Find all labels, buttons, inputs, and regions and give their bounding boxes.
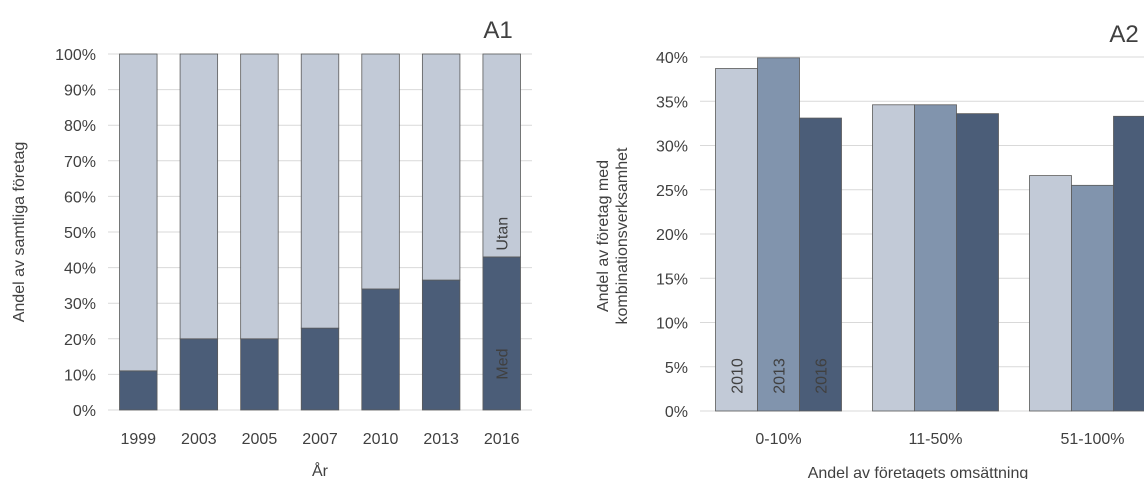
inbar-label-med: Med (495, 349, 512, 380)
bar-2010-51-100% (1029, 175, 1072, 412)
x-tick-label-a1: 2003 (181, 431, 217, 448)
y-tick-label-a2: 5% (665, 360, 688, 377)
y-tick-label-a1: 90% (64, 83, 96, 100)
bar-segment-utan (119, 53, 158, 372)
inbar-series-label: 2013 (772, 358, 789, 394)
bar-2013-0-10% (757, 57, 800, 412)
bar-segment-utan (482, 53, 521, 258)
y-tick-label-a1: 20% (64, 332, 96, 349)
bar-segment-med (421, 279, 461, 411)
y-tick-label-a1: 50% (64, 225, 96, 242)
inbar-series-label: 2010 (730, 358, 747, 394)
panel-label-a1: A1 (483, 17, 512, 44)
bar-2010-11-50% (872, 104, 915, 412)
y-axis-title-a2-line2: kombinationsverksamhet (614, 147, 631, 325)
bar-2010-0-10% (715, 68, 758, 412)
inbar-series-label: 2016 (814, 358, 831, 394)
x-tick-label-a1: 2016 (484, 431, 520, 448)
inbar-label-utan: Utan (495, 217, 512, 251)
panel-label-a2: A2 (1109, 21, 1138, 48)
x-tick-label-a1: 2005 (242, 431, 278, 448)
y-tick-label-a2: 40% (656, 50, 688, 67)
bar-segment-med (482, 256, 521, 411)
y-tick-label-a1: 0% (73, 403, 96, 420)
x-tick-label-a1: 1999 (120, 431, 156, 448)
x-tick-label-a1: 2013 (423, 431, 459, 448)
bar-segment-med (119, 370, 158, 411)
y-tick-label-a2: 30% (656, 139, 688, 156)
x-axis-title-a2: Andel av företagets omsättning (808, 465, 1029, 479)
bar-2016-51-100% (1113, 115, 1144, 412)
x-tick-label-a1: 2007 (302, 431, 338, 448)
y-tick-label-a1: 10% (64, 367, 96, 384)
y-tick-label-a1: 40% (64, 261, 96, 278)
bar-segment-med (300, 327, 340, 411)
y-tick-label-a1: 80% (64, 118, 96, 135)
y-axis-title-a1: Andel av samtliga företag (11, 142, 28, 323)
x-tick-label-a2: 51-100% (1060, 431, 1124, 448)
y-tick-label-a2: 0% (665, 404, 688, 421)
y-tick-label-a2: 35% (656, 94, 688, 111)
y-axis-title-a2-line1: Andel av företag med (595, 160, 612, 312)
y-tick-label-a2: 15% (656, 271, 688, 288)
bar-segment-med (240, 338, 279, 411)
bar-2013-51-100% (1071, 184, 1114, 412)
bar-2016-11-50% (956, 113, 999, 412)
y-tick-label-a1: 60% (64, 189, 96, 206)
y-tick-label-a2: 10% (656, 316, 688, 333)
y-tick-label-a2: 25% (656, 183, 688, 200)
x-tick-label-a2: 11-50% (909, 431, 963, 448)
chart-a1: 0% 10% 20% 30% 40% 50% 60% 70% 80% 90% 100% 1999 20… (11, 17, 532, 479)
bar-segment-utan (179, 53, 219, 340)
bar-2013-11-50% (914, 104, 957, 412)
y-tick-label-a1: 70% (64, 154, 96, 171)
y-tick-label-a2: 20% (656, 227, 688, 244)
y-tick-label-a1: 100% (55, 47, 96, 64)
x-tick-label-a1: 2010 (363, 431, 399, 448)
bar-segment-utan (421, 53, 461, 281)
bar-segment-utan (361, 53, 400, 290)
bar-segment-med (179, 338, 219, 411)
x-tick-label-a2: 0-10% (755, 431, 801, 448)
y-tick-label-a1: 30% (64, 296, 96, 313)
x-axis-title-a1: År (312, 461, 329, 479)
bar-2016-0-10% (799, 117, 842, 412)
bar-segment-utan (300, 53, 340, 329)
chart-a2: 0% 5% 10% 15% 20% 25% 30% 35% 40% 0-10% 11-50% 51-… (595, 21, 1144, 479)
bar-segment-utan (240, 53, 279, 340)
bar-segment-med (361, 288, 400, 411)
